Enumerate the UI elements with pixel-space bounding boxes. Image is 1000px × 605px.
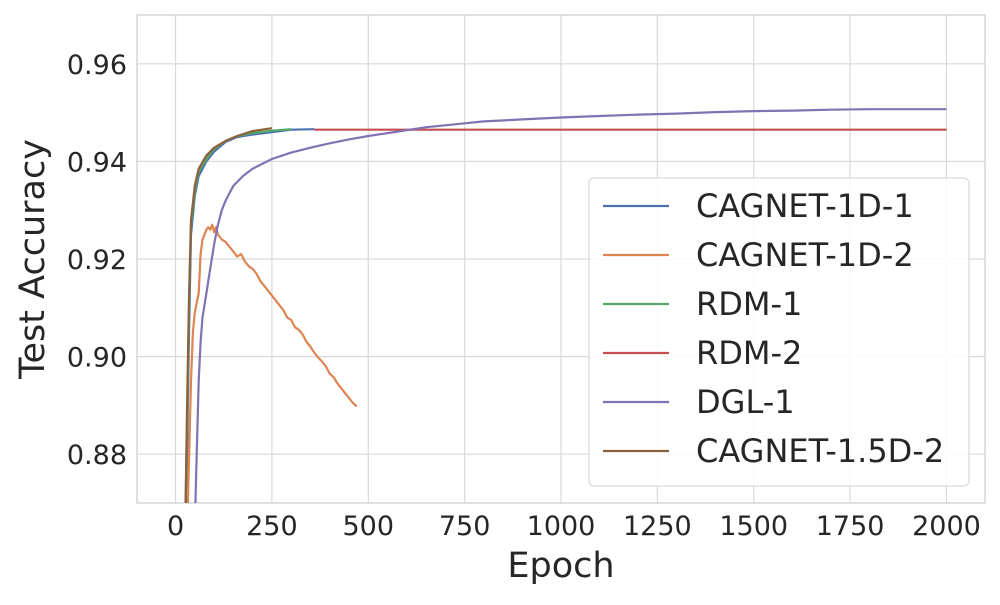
legend-label: CAGNET-1D-2 bbox=[696, 236, 914, 274]
series-line-dgl-1 bbox=[194, 108, 947, 503]
x-axis-title: Epoch bbox=[507, 546, 614, 586]
legend-label: DGL-1 bbox=[696, 383, 795, 421]
legend-label: RDM-2 bbox=[696, 334, 802, 372]
y-tick-labels: 0.88 0.90 0.92 0.94 0.96 bbox=[67, 50, 127, 471]
x-tick-label: 2000 bbox=[912, 511, 981, 542]
y-tick-label: 0.94 bbox=[67, 147, 127, 178]
y-tick-label: 0.88 bbox=[67, 440, 127, 471]
series-line-cagnet-1-5d-2 bbox=[184, 127, 273, 503]
series-line-cagnet-1d-2 bbox=[186, 223, 358, 503]
x-tick-labels: 0 250 500 750 1000 1250 1500 1750 2000 bbox=[167, 511, 981, 542]
series-lines bbox=[184, 108, 947, 503]
x-tick-label: 500 bbox=[342, 511, 394, 542]
y-axis-title: Test Accuracy bbox=[13, 139, 53, 380]
x-tick-label: 1000 bbox=[527, 511, 596, 542]
x-tick-label: 1250 bbox=[623, 511, 692, 542]
y-tick-label: 0.92 bbox=[67, 245, 127, 276]
x-tick-label: 750 bbox=[439, 511, 491, 542]
legend-label: CAGNET-1.5D-2 bbox=[696, 432, 944, 470]
y-tick-label: 0.96 bbox=[67, 50, 127, 81]
legend-box bbox=[588, 177, 970, 487]
x-tick-label: 250 bbox=[246, 511, 298, 542]
x-tick-label: 1500 bbox=[719, 511, 788, 542]
y-tick-label: 0.90 bbox=[67, 343, 127, 374]
x-tick-label: 1750 bbox=[816, 511, 885, 542]
legend: CAGNET-1D-1 CAGNET-1D-2 RDM-1 RDM-2 DGL-1 CAG… bbox=[588, 177, 970, 487]
x-tick-label: 0 bbox=[167, 511, 184, 542]
legend-label: CAGNET-1D-1 bbox=[696, 187, 914, 225]
legend-label: RDM-1 bbox=[696, 285, 802, 323]
plot-frame bbox=[136, 14, 986, 504]
